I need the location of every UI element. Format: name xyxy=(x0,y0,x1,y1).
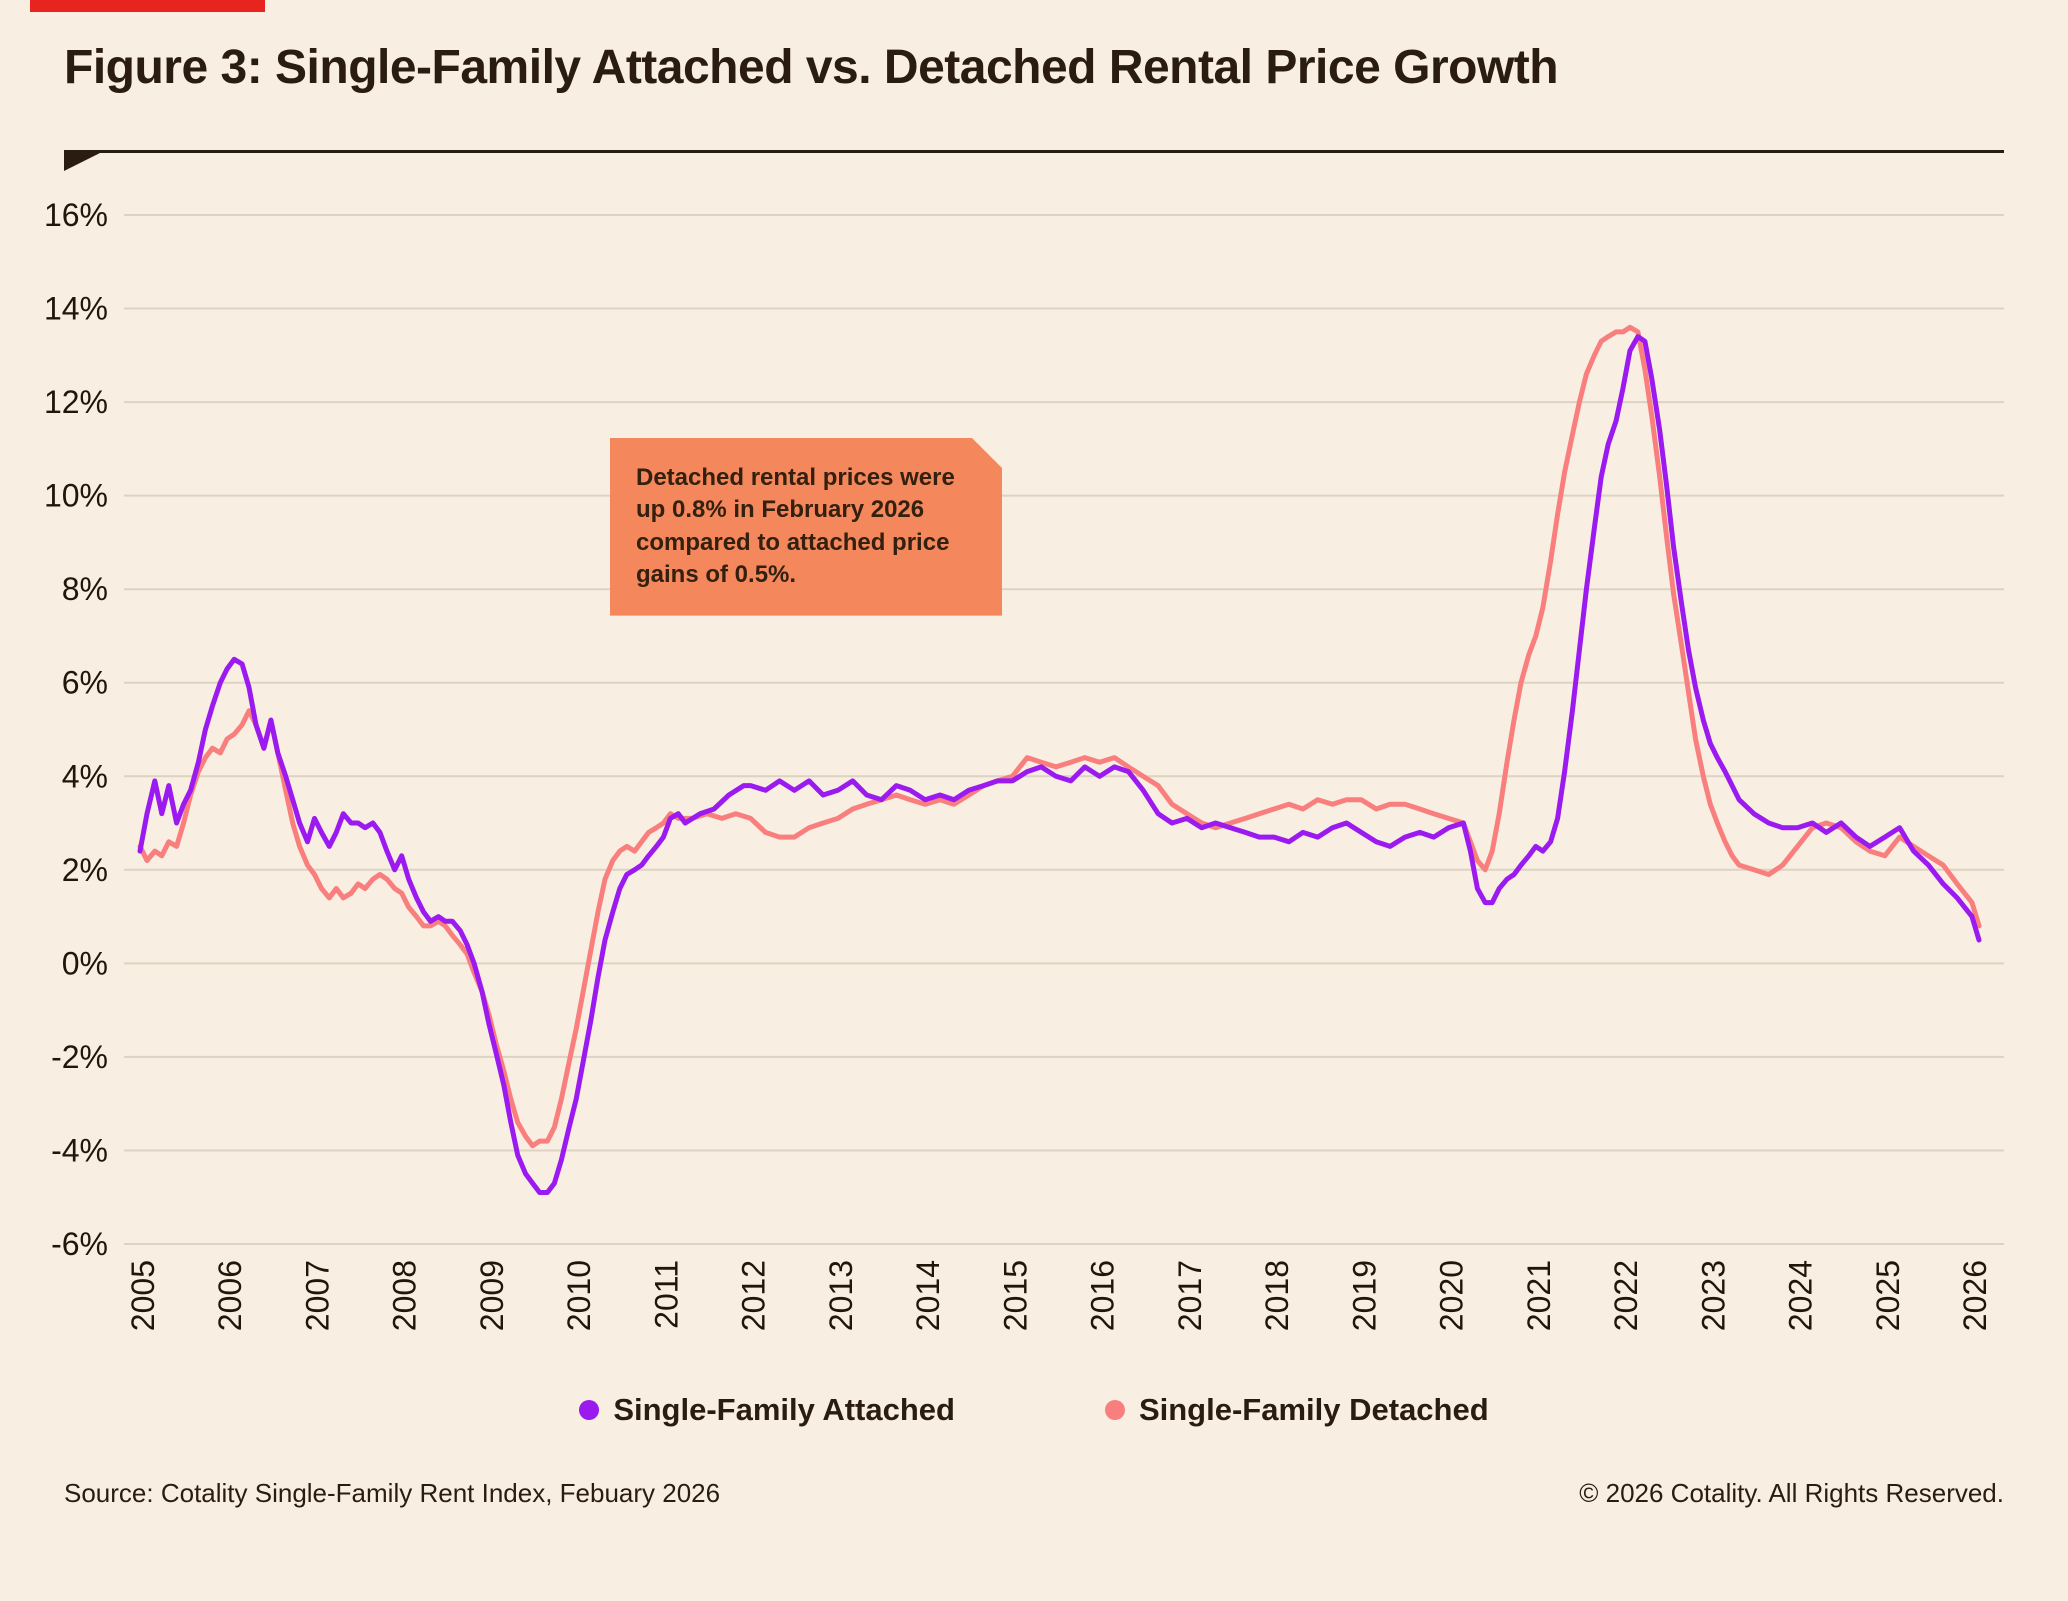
x-tick-label: 2022 xyxy=(1608,1260,1644,1331)
y-tick-label: 14% xyxy=(44,291,108,327)
brand-accent-bar xyxy=(30,0,265,12)
series-line-detached xyxy=(137,324,1982,1149)
y-tick-label: -2% xyxy=(51,1039,108,1075)
annotation-line: Detached rental prices were xyxy=(636,464,955,491)
x-tick-label: 2021 xyxy=(1521,1260,1557,1331)
y-tick-label: 16% xyxy=(44,197,108,233)
x-tick-label: 2018 xyxy=(1259,1260,1295,1331)
legend-dot-attached xyxy=(579,1400,600,1420)
x-tick-label: 2019 xyxy=(1346,1260,1382,1331)
x-tick-label: 2025 xyxy=(1870,1260,1906,1331)
x-tick-label: 2007 xyxy=(300,1260,336,1331)
y-tick-label: 8% xyxy=(62,571,108,607)
x-tick-label: 2012 xyxy=(736,1260,772,1331)
x-tick-label: 2026 xyxy=(1957,1260,1993,1331)
x-tick-label: 2020 xyxy=(1434,1260,1470,1331)
x-tick-label: 2013 xyxy=(823,1260,859,1331)
divider-wedge-icon xyxy=(64,153,100,171)
y-tick-label: 2% xyxy=(62,852,108,888)
legend-item-attached: Single-Family Attached xyxy=(579,1392,955,1428)
x-tick-label: 2023 xyxy=(1695,1260,1731,1331)
y-tick-label: -6% xyxy=(51,1226,108,1262)
annotation-line: up 0.8% in February 2026 xyxy=(636,496,925,524)
footer: Source: Cotality Single-Family Rent Inde… xyxy=(64,1478,2004,1509)
chart-legend: Single-Family Attached Single-Family Deta… xyxy=(0,1392,2068,1428)
legend-dot-detached xyxy=(1104,1400,1125,1420)
source-note: Source: Cotality Single-Family Rent Inde… xyxy=(64,1478,721,1508)
y-tick-label: 12% xyxy=(44,384,108,420)
annotation-line: gains of 0.5%. xyxy=(636,561,797,589)
y-tick-label: 6% xyxy=(62,665,108,701)
y-tick-label: -4% xyxy=(51,1133,108,1169)
series-line-attached xyxy=(137,334,1982,1195)
annotation-text: Detached rental prices were up 0.8% in Fe… xyxy=(636,462,976,592)
annotation-line: compared to attached price xyxy=(636,528,950,556)
x-tick-label: 2009 xyxy=(474,1260,510,1331)
x-tick-label: 2006 xyxy=(212,1260,248,1331)
x-tick-label: 2011 xyxy=(648,1260,684,1329)
x-tick-label: 2010 xyxy=(561,1260,597,1331)
title-divider xyxy=(64,150,2004,171)
x-tick-label: 2015 xyxy=(997,1260,1033,1331)
x-tick-label: 2005 xyxy=(125,1260,161,1331)
x-tick-label: 2017 xyxy=(1172,1260,1208,1331)
x-tick-label: 2024 xyxy=(1783,1260,1819,1331)
x-tick-label: 2008 xyxy=(387,1260,423,1331)
y-tick-label: 0% xyxy=(62,945,108,981)
annotation-callout: Detached rental prices were up 0.8% in Fe… xyxy=(610,438,1002,616)
x-tick-label: 2014 xyxy=(910,1260,946,1331)
figure-title: Figure 3: Single-Family Attached vs. Det… xyxy=(64,41,1559,94)
copyright-note: © 2026 Cotality. All Rights Reserved. xyxy=(1579,1478,2004,1508)
y-tick-label: 10% xyxy=(44,478,108,514)
legend-item-detached: Single-Family Detached xyxy=(1104,1392,1489,1428)
y-tick-label: 4% xyxy=(62,758,108,794)
x-tick-label: 2016 xyxy=(1085,1260,1121,1331)
legend-label-detached: Single-Family Detached xyxy=(1138,1392,1489,1427)
legend-label-attached: Single-Family Attached xyxy=(613,1392,955,1427)
